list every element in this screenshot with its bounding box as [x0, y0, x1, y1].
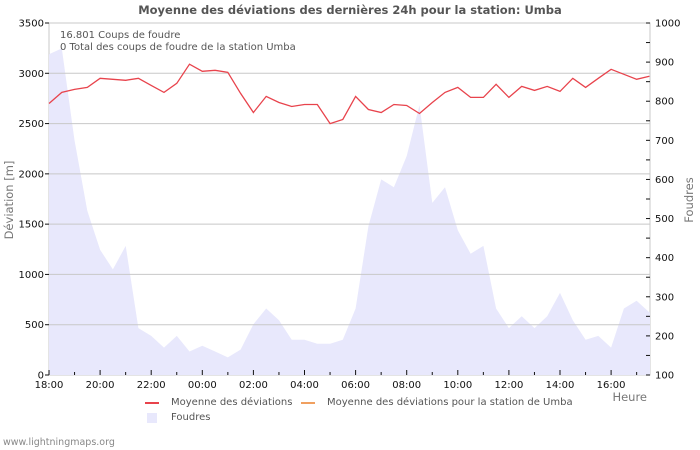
x-tick-label: 04:00 [290, 380, 319, 391]
x-tick-label: 08:00 [392, 380, 421, 391]
right-tick-label: 1000 [655, 19, 680, 30]
watermark-link[interactable]: www.lightningmaps.org [3, 437, 115, 448]
legend-swatch-orange-line [301, 401, 315, 404]
info-strike-count: 16.801 Coups de foudre [60, 30, 181, 41]
x-tick-label: 12:00 [494, 380, 523, 391]
left-tick-label: 0 [38, 371, 44, 382]
right-tick-label: 200 [655, 331, 674, 342]
right-tick-label: 500 [655, 214, 674, 225]
legend-item-foudres: Foudres [145, 412, 210, 423]
right-tick-label: 100 [655, 371, 674, 382]
right-axis: 100 200 300 400 500 600 700 800 900 1000 [646, 19, 680, 382]
left-tick-label: 1000 [19, 270, 44, 281]
legend-label-station: Moyenne des déviations pour la station d… [327, 397, 573, 408]
legend-swatch-foudres-box [147, 412, 157, 423]
chart-title: Moyenne des déviations des dernières 24h… [138, 3, 562, 17]
x-tick-label: 10:00 [443, 380, 472, 391]
gridlines [49, 72, 650, 326]
info-station-total: 0 Total des coups de foudre de la statio… [60, 42, 296, 53]
x-tick-label: 18:00 [35, 380, 64, 391]
x-tick-label: 22:00 [137, 380, 166, 391]
legend-item-deviation: Moyenne des déviations [145, 397, 292, 408]
left-tick-label: 500 [25, 320, 44, 331]
x-tick-label: 00:00 [188, 380, 217, 391]
left-tick-label: 2000 [19, 169, 44, 180]
right-tick-label: 800 [655, 97, 674, 108]
right-tick-label: 600 [655, 175, 674, 186]
right-tick-label: 400 [655, 253, 674, 264]
legend-label-foudres: Foudres [171, 412, 211, 423]
left-tick-label: 3000 [19, 69, 44, 80]
x-axis-title: Heure [612, 390, 647, 404]
deviation-line [48, 63, 650, 125]
legend-label-deviation: Moyenne des déviations [171, 397, 293, 408]
foudres-area-path [49, 48, 650, 376]
right-axis-title: Foudres [682, 177, 696, 222]
left-tick-label: 3500 [19, 19, 44, 30]
x-tick-label: 16:00 [597, 380, 626, 391]
x-tick-label: 20:00 [86, 380, 115, 391]
foudres-area [49, 48, 650, 376]
left-tick-label: 2500 [19, 119, 44, 130]
right-tick-label: 300 [655, 292, 674, 303]
deviation-polyline [48, 63, 650, 125]
x-tick-label: 02:00 [239, 380, 268, 391]
right-tick-label: 700 [655, 136, 674, 147]
left-axis: 0 500 1000 1500 2000 2500 3000 3500 [19, 19, 49, 382]
left-axis-title: Déviation [m] [2, 161, 16, 240]
left-tick-label: 1500 [19, 220, 44, 231]
x-tick-label: 06:00 [341, 380, 370, 391]
right-tick-label: 900 [655, 58, 674, 69]
legend-swatch-red-line [145, 401, 159, 404]
x-axis: 18:00 20:00 22:00 00:00 02:00 04:00 06:00 08:00… [35, 370, 638, 391]
x-tick-label: 14:00 [546, 380, 575, 391]
legend-item-station: Moyenne des déviations pour la station d… [301, 397, 573, 408]
